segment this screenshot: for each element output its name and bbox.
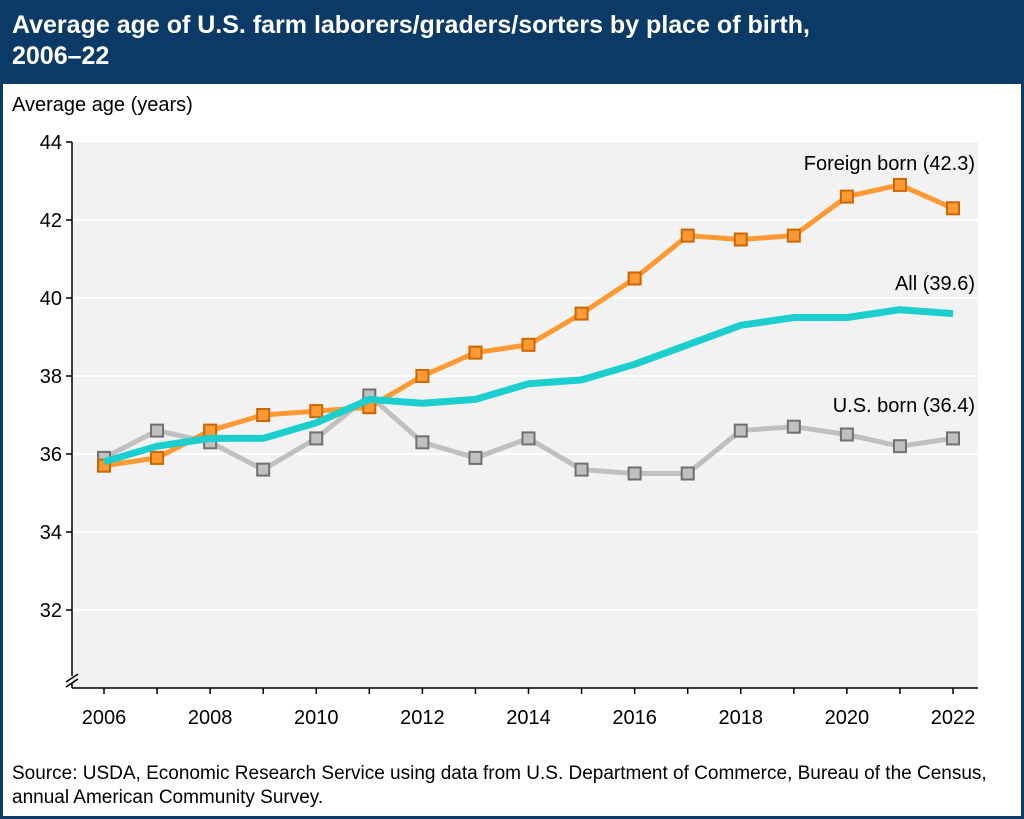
data-point xyxy=(574,306,589,321)
x-tick-label: 2006 xyxy=(82,707,127,729)
y-tick-label: 38 xyxy=(40,366,62,388)
data-point xyxy=(946,431,960,446)
x-tick-label: 2018 xyxy=(719,707,764,729)
series-label: All (39.6) xyxy=(895,273,975,295)
data-point xyxy=(256,408,271,422)
x-tick-label: 2016 xyxy=(612,707,657,729)
data-point xyxy=(256,462,271,477)
y-tick-label: 42 xyxy=(40,210,62,232)
series-line xyxy=(103,306,954,466)
series-label: Foreign born (42.3) xyxy=(804,153,975,175)
data-point xyxy=(150,450,165,465)
data-point xyxy=(680,228,695,243)
chart-title: Average age of U.S. farm laborers/grader… xyxy=(12,11,810,70)
y-tick-label: 32 xyxy=(40,600,62,622)
y-tick-label: 44 xyxy=(40,132,62,154)
data-point xyxy=(309,431,324,446)
series-label: U.S. born (36.4) xyxy=(833,395,975,417)
data-point xyxy=(468,345,483,360)
y-axis-label: Average age (years) xyxy=(12,94,193,116)
data-point xyxy=(892,439,907,454)
data-point xyxy=(946,201,960,216)
source-note: Source: USDA, Economic Research Service … xyxy=(12,763,987,808)
x-tick-label: 2008 xyxy=(188,707,233,729)
data-point xyxy=(415,369,430,383)
data-point xyxy=(521,431,536,446)
data-point xyxy=(839,427,854,442)
x-tick-label: 2022 xyxy=(931,707,976,729)
x-tick-label: 2014 xyxy=(506,707,551,729)
data-point xyxy=(839,189,854,204)
data-point xyxy=(574,462,589,477)
data-point xyxy=(521,337,536,352)
data-point xyxy=(786,419,801,434)
data-point xyxy=(733,232,748,247)
axis-break-icon xyxy=(65,673,79,688)
data-point xyxy=(468,450,483,465)
data-point xyxy=(786,228,801,243)
data-point xyxy=(415,435,430,450)
data-point xyxy=(892,177,907,192)
data-point xyxy=(309,404,324,419)
data-point xyxy=(733,423,748,438)
data-point xyxy=(627,466,642,481)
title-banner: Average age of U.S. farm laborers/grader… xyxy=(0,0,1024,84)
data-point xyxy=(203,423,218,438)
y-tick-label: 36 xyxy=(40,444,62,466)
x-tick-label: 2012 xyxy=(400,707,445,729)
data-point xyxy=(627,271,642,286)
data-point xyxy=(150,423,165,438)
x-tick-label: 2010 xyxy=(294,707,339,729)
x-tick-label: 2020 xyxy=(825,707,870,729)
data-point xyxy=(680,466,695,481)
plot-area xyxy=(72,142,978,688)
y-tick-label: 34 xyxy=(40,522,62,544)
y-tick-label: 40 xyxy=(40,288,62,310)
